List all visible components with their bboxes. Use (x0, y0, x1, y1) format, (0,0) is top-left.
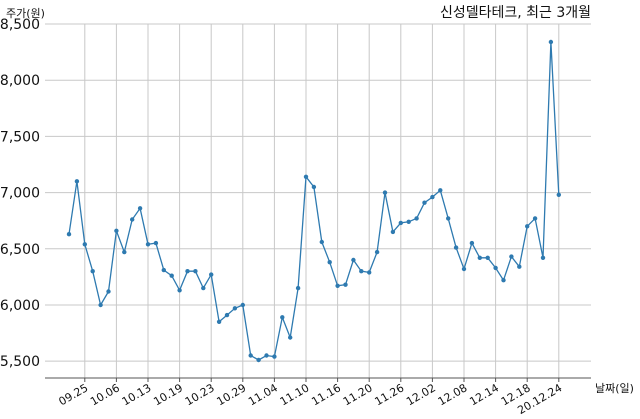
data-point (335, 283, 340, 288)
data-point (438, 188, 443, 193)
data-point (390, 229, 396, 235)
data-point (264, 353, 269, 358)
y-tick-label: 7,500 (0, 129, 40, 145)
data-point (137, 206, 143, 211)
data-point (343, 282, 348, 287)
data-point (540, 255, 546, 260)
data-point (98, 302, 103, 308)
x-tick-label: 10.29 (215, 381, 249, 408)
x-tick-label: 11.16 (309, 381, 343, 408)
data-point (232, 306, 238, 311)
x-tick-label: 12.02 (404, 381, 438, 408)
data-point (422, 200, 427, 205)
data-point (311, 184, 317, 190)
data-point (295, 285, 301, 291)
data-point (453, 245, 459, 250)
data-point (469, 240, 475, 246)
data-point (525, 224, 530, 229)
data-point (351, 257, 356, 263)
x-tick-label: 11.04 (246, 381, 280, 408)
data-point (209, 272, 214, 277)
data-point (161, 267, 166, 273)
x-tick-label: 09.25 (57, 381, 91, 408)
data-point (106, 289, 111, 294)
y-tick-label: 7,000 (0, 186, 40, 202)
y-tick-label: 5,500 (0, 354, 40, 370)
data-point (319, 239, 324, 245)
data-point (532, 216, 538, 221)
y-tick-label: 8,000 (0, 73, 40, 89)
data-point (477, 255, 482, 260)
axes (45, 377, 591, 382)
x-axis-title: 날짜(일) (595, 381, 634, 395)
data-point (153, 240, 159, 246)
data-point (517, 264, 522, 269)
data-point (493, 265, 498, 271)
data-point (548, 39, 554, 45)
data-point (414, 216, 419, 221)
price-line (68, 41, 560, 361)
data-point (224, 312, 230, 318)
data-point (327, 260, 332, 265)
data-point (509, 254, 514, 259)
data-point (280, 315, 285, 320)
data-point (248, 353, 253, 358)
data-point (130, 217, 135, 222)
data-point (240, 302, 245, 308)
x-tick-label: 11.26 (373, 381, 407, 408)
data-point (185, 269, 190, 274)
x-tick-label: 11.10 (278, 381, 312, 408)
data-point (272, 354, 277, 359)
y-tick-label: 6,000 (0, 298, 40, 314)
y-tick-label: 8,500 (0, 17, 40, 33)
data-point (430, 194, 435, 200)
data-point (374, 249, 380, 255)
data-point (74, 179, 80, 184)
data-point (303, 174, 309, 179)
x-tick-label: 12.14 (467, 381, 501, 408)
data-point (485, 255, 490, 260)
data-point (201, 285, 206, 291)
data-point (501, 278, 506, 283)
data-point (66, 232, 72, 237)
data-point (367, 270, 372, 275)
y-tick-label: 6,500 (0, 242, 40, 258)
data-point (556, 192, 561, 197)
data-point (193, 269, 198, 274)
data-point (82, 242, 88, 247)
data-point (406, 219, 411, 224)
data-point (256, 357, 261, 363)
x-tick-label: 10.19 (151, 381, 185, 408)
chart-title: 신성델타테크, 최근 3개월 (440, 5, 591, 21)
data-point (216, 319, 222, 324)
data-point (90, 269, 95, 274)
data-point (145, 242, 151, 247)
x-tick-label: 10.13 (120, 381, 154, 408)
data-point (446, 216, 451, 221)
data-point (122, 249, 127, 255)
x-tick-label: 10.06 (88, 381, 122, 408)
y-axis-title: 주가(원) (6, 7, 45, 20)
data-point (169, 273, 174, 278)
data-point (398, 220, 403, 226)
x-tick-label: 12.08 (436, 381, 470, 408)
price-series (66, 39, 561, 363)
data-point (288, 335, 293, 340)
x-tick-label: 11.20 (341, 381, 375, 408)
data-point (461, 266, 467, 272)
data-point (382, 190, 388, 195)
grid (45, 23, 591, 378)
data-point (114, 228, 119, 233)
data-point (359, 269, 364, 274)
data-point (177, 288, 182, 293)
x-tick-label: 10.23 (183, 381, 217, 408)
